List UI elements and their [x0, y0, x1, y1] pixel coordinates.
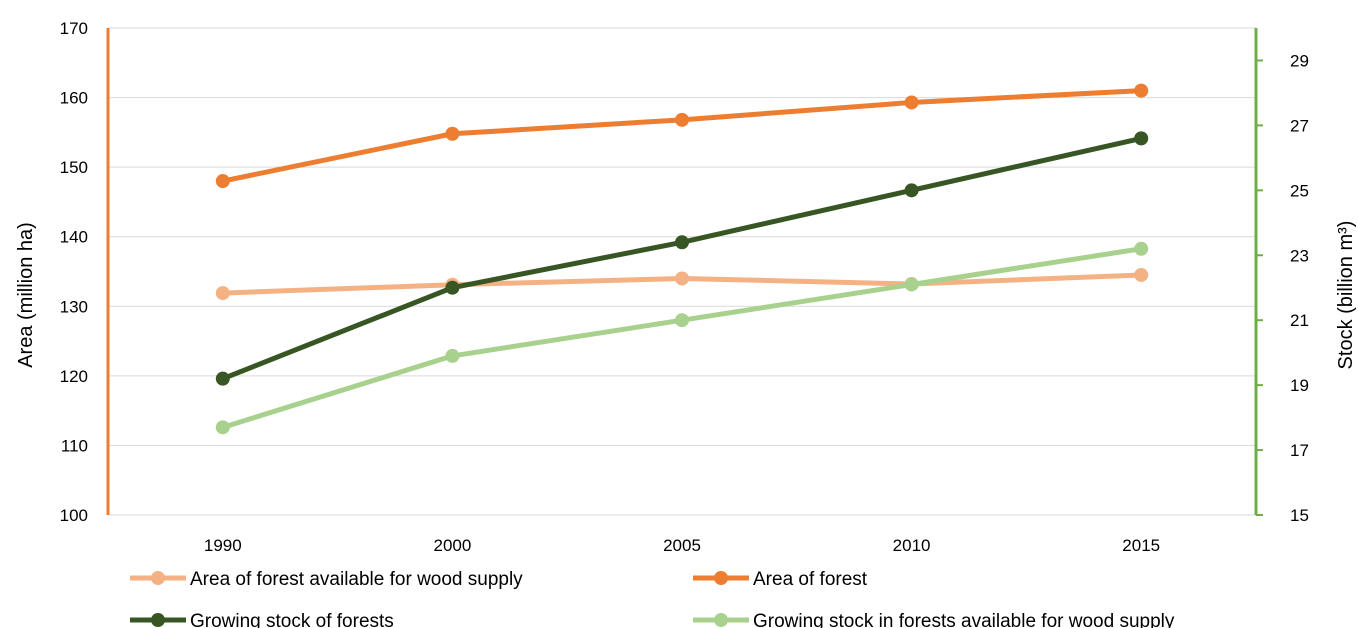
legend-item: Growing stock in forests available for w… [693, 611, 1175, 628]
series-line [221, 135, 1142, 381]
series [215, 83, 1149, 189]
right-axis-ticks: 15 17 19 21 23 25 27 29 [1256, 51, 1309, 525]
data-point [215, 174, 230, 189]
x-axis-tick-label: 1990 [204, 536, 242, 555]
right-axis-tick-label: 23 [1290, 246, 1309, 265]
left-axis-title: Area (million ha) [15, 222, 37, 368]
right-axis-tick-label: 17 [1290, 441, 1309, 460]
x-axis-ticks: 1990 2000 2005 2010 2015 [204, 536, 1160, 555]
data-point [445, 280, 460, 295]
left-axis-tick-label: 160 [60, 89, 88, 108]
legend-swatch-marker [714, 571, 728, 585]
data-point [675, 271, 689, 286]
series [215, 241, 1149, 435]
legend-label: Area of forest available for wood supply [190, 569, 523, 590]
right-axis-tick-label: 21 [1290, 311, 1309, 330]
data-point [675, 235, 689, 250]
data-point [215, 371, 230, 386]
right-axis-title: Stock (billion m³) [1335, 221, 1357, 370]
right-axis-tick-label: 15 [1290, 506, 1309, 525]
data-point [1134, 241, 1149, 256]
right-axis-tick-label: 29 [1290, 51, 1309, 70]
left-axis-tick-label: 140 [60, 228, 88, 247]
legend-swatch-marker [151, 571, 165, 585]
data-point [215, 420, 230, 435]
series [215, 131, 1149, 386]
data-point [1134, 267, 1149, 282]
data-point [1134, 83, 1149, 98]
legend: Area of forest available for wood supply… [130, 569, 1175, 628]
left-axis-ticks: 100 110 120 130 140 150 160 170 [60, 19, 88, 525]
x-axis-tick-label: 2000 [433, 536, 471, 555]
right-axis-tick-label: 27 [1290, 116, 1309, 135]
series [215, 267, 1149, 301]
left-axis-tick-label: 170 [60, 19, 88, 38]
legend-label: Growing stock of forests [190, 611, 394, 628]
x-axis-tick-label: 2015 [1122, 536, 1160, 555]
series-layer [215, 83, 1149, 435]
right-axis-tick-label: 25 [1290, 181, 1309, 200]
data-point [675, 112, 689, 127]
legend-label: Area of forest [753, 569, 868, 590]
right-axis-tick-label: 19 [1290, 376, 1309, 395]
data-point [1134, 131, 1149, 146]
legend-item: Growing stock of forests [130, 611, 394, 628]
legend-item: Area of forest available for wood supply [130, 569, 523, 590]
left-axis-tick-label: 120 [60, 367, 88, 386]
data-point [215, 286, 230, 301]
x-axis-tick-label: 2010 [893, 536, 931, 555]
left-axis-tick-label: 110 [61, 436, 88, 455]
x-axis-tick-label: 2005 [663, 536, 701, 555]
legend-swatch-marker [151, 613, 165, 627]
left-axis-tick-label: 100 [60, 506, 88, 525]
legend-item: Area of forest [693, 569, 868, 590]
data-point [904, 183, 919, 198]
legend-swatch-marker [714, 613, 728, 627]
data-point [904, 95, 919, 110]
legend-label: Growing stock in forests available for w… [753, 611, 1175, 628]
left-axis-tick-label: 150 [60, 158, 88, 177]
data-point [904, 277, 919, 292]
data-point [445, 126, 460, 141]
data-point [445, 348, 460, 363]
data-point [675, 313, 689, 328]
left-axis-tick-label: 130 [60, 297, 88, 316]
